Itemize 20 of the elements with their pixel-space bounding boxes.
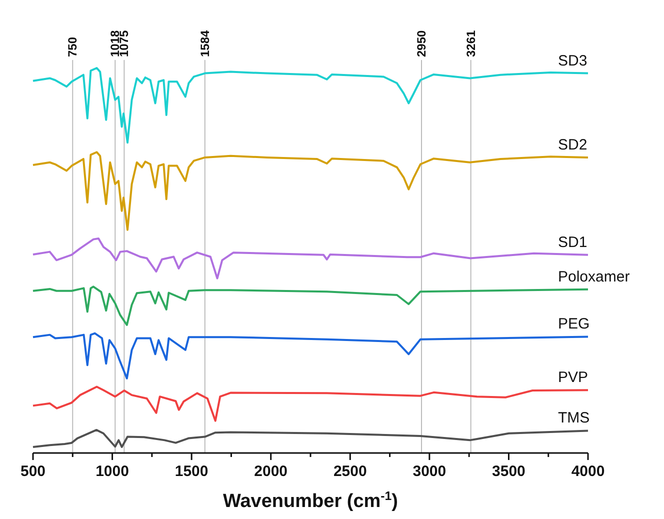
x-tick-label: 1000	[96, 463, 129, 480]
x-tick-label: 3000	[412, 463, 446, 480]
x-tick-label: 2000	[254, 463, 288, 480]
series-label: SD3	[558, 52, 588, 70]
ref-line-label: 2950	[414, 30, 428, 57]
ref-line-label: 3261	[464, 30, 478, 57]
x-tick-label: 3500	[492, 463, 526, 480]
series-label: PEG	[558, 316, 590, 333]
ref-line-label: 1584	[198, 30, 212, 57]
x-tick-label: 1500	[174, 463, 208, 480]
series-label: SD1	[558, 234, 588, 251]
x-tick-label: 4000	[571, 463, 605, 480]
x-axis-title: Wavenumber (cm$^{-1}$)	[223, 489, 398, 512]
series-label: TMS	[558, 410, 590, 427]
x-tick-label: 500	[20, 463, 46, 480]
series-label: SD2	[558, 136, 588, 154]
series-label: PVP	[558, 369, 588, 386]
series-label: Poloxamer	[558, 268, 630, 286]
ref-line-label: 750	[66, 36, 80, 57]
x-tick-label: 2500	[333, 463, 367, 480]
